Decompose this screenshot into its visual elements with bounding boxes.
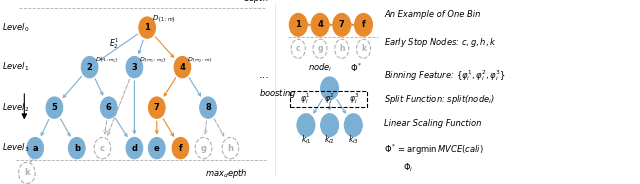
Ellipse shape <box>81 56 98 78</box>
Ellipse shape <box>148 97 165 118</box>
Text: $node_i$: $node_i$ <box>308 61 332 74</box>
Text: 6: 6 <box>106 103 112 112</box>
Ellipse shape <box>289 13 307 36</box>
Text: 4: 4 <box>317 20 323 29</box>
Text: h: h <box>227 144 234 153</box>
Ellipse shape <box>335 39 349 58</box>
Bar <box>290 91 367 107</box>
Text: $k_{i2}$: $k_{i2}$ <box>324 133 335 146</box>
Text: e: e <box>154 144 159 153</box>
Text: $Level_3$: $Level_3$ <box>2 142 29 154</box>
Text: Split Function: split(node$_i$): Split Function: split(node$_i$) <box>384 93 495 106</box>
Text: Linear Scaling Function: Linear Scaling Function <box>384 119 481 128</box>
Ellipse shape <box>333 13 351 36</box>
Ellipse shape <box>148 137 165 159</box>
Text: $\Phi^*$: $\Phi^*$ <box>350 61 363 74</box>
Text: f: f <box>362 20 365 29</box>
Text: 5: 5 <box>51 103 58 112</box>
Text: $boosting$: $boosting$ <box>259 87 297 100</box>
Ellipse shape <box>195 137 212 159</box>
Text: $D_{\{m_1:m_2\}}$: $D_{\{m_1:m_2\}}$ <box>139 56 166 66</box>
Text: $Level_1$: $Level_1$ <box>2 61 29 73</box>
Ellipse shape <box>139 17 156 38</box>
Text: $\Phi^* = \mathrm{argmin}\,MVCE(cali)$: $\Phi^* = \mathrm{argmin}\,MVCE(cali)$ <box>384 143 484 157</box>
Text: ...: ... <box>259 70 270 80</box>
Text: $\varphi_i^2$: $\varphi_i^2$ <box>324 92 335 106</box>
Ellipse shape <box>313 39 327 58</box>
Ellipse shape <box>174 56 191 78</box>
Text: 7: 7 <box>154 103 159 112</box>
Ellipse shape <box>321 114 339 137</box>
Text: $k_{i1}$: $k_{i1}$ <box>301 133 311 146</box>
Ellipse shape <box>321 77 339 100</box>
Text: b: b <box>74 144 80 153</box>
Text: c: c <box>100 144 105 153</box>
Text: $k_{i3}$: $k_{i3}$ <box>348 133 359 146</box>
Text: $\varphi_i^1$: $\varphi_i^1$ <box>300 92 310 106</box>
Text: $D_{\{m_2:m\}}$: $D_{\{m_2:m\}}$ <box>187 56 212 66</box>
Ellipse shape <box>200 97 216 118</box>
Text: 1: 1 <box>144 23 150 32</box>
Text: An Example of One Bin: An Example of One Bin <box>384 10 481 19</box>
Ellipse shape <box>126 56 143 78</box>
Text: a: a <box>33 144 38 153</box>
Text: $Level_2$: $Level_2$ <box>2 101 29 114</box>
Text: $D_{\{1:m\}}$: $D_{\{1:m\}}$ <box>152 14 176 24</box>
Ellipse shape <box>222 137 239 159</box>
Text: $Level_0$: $Level_0$ <box>2 21 29 34</box>
Ellipse shape <box>344 114 362 137</box>
Text: Binning Feature: $\{\varphi_i^1, \varphi_i^2, \varphi_i^3\}$: Binning Feature: $\{\varphi_i^1, \varphi… <box>384 68 506 83</box>
Text: 1: 1 <box>295 20 301 29</box>
Ellipse shape <box>94 137 111 159</box>
Ellipse shape <box>172 137 189 159</box>
Text: $\varphi_i^3$: $\varphi_i^3$ <box>349 92 359 106</box>
Text: g: g <box>317 44 323 53</box>
Text: $D_{\{1:m_1\}}$: $D_{\{1:m_1\}}$ <box>95 56 119 66</box>
Ellipse shape <box>46 97 63 118</box>
Text: d: d <box>131 144 138 153</box>
Text: $depth$: $depth$ <box>243 0 269 5</box>
Ellipse shape <box>291 39 305 58</box>
Text: 2: 2 <box>86 63 93 72</box>
Ellipse shape <box>126 137 143 159</box>
Text: c: c <box>296 44 301 53</box>
Ellipse shape <box>27 137 44 159</box>
Text: 7: 7 <box>339 20 344 29</box>
Text: g: g <box>200 144 207 153</box>
Ellipse shape <box>297 114 315 137</box>
Text: $max_depth$: $max_depth$ <box>205 167 248 180</box>
Text: k: k <box>24 169 29 177</box>
Text: 8: 8 <box>205 103 211 112</box>
Text: 4: 4 <box>179 63 186 72</box>
Text: 3: 3 <box>132 63 137 72</box>
Text: f: f <box>179 144 182 153</box>
Text: Early Stop Nodes: $c, g, h, k$: Early Stop Nodes: $c, g, h, k$ <box>384 36 497 49</box>
Ellipse shape <box>100 97 117 118</box>
Text: h: h <box>339 44 344 53</box>
Ellipse shape <box>356 39 371 58</box>
Ellipse shape <box>355 13 372 36</box>
Text: $\Phi_i$: $\Phi_i$ <box>403 161 413 174</box>
Ellipse shape <box>311 13 329 36</box>
Ellipse shape <box>68 137 85 159</box>
Ellipse shape <box>19 162 35 184</box>
Text: $E_2^1$: $E_2^1$ <box>109 36 119 51</box>
Text: k: k <box>361 44 366 53</box>
